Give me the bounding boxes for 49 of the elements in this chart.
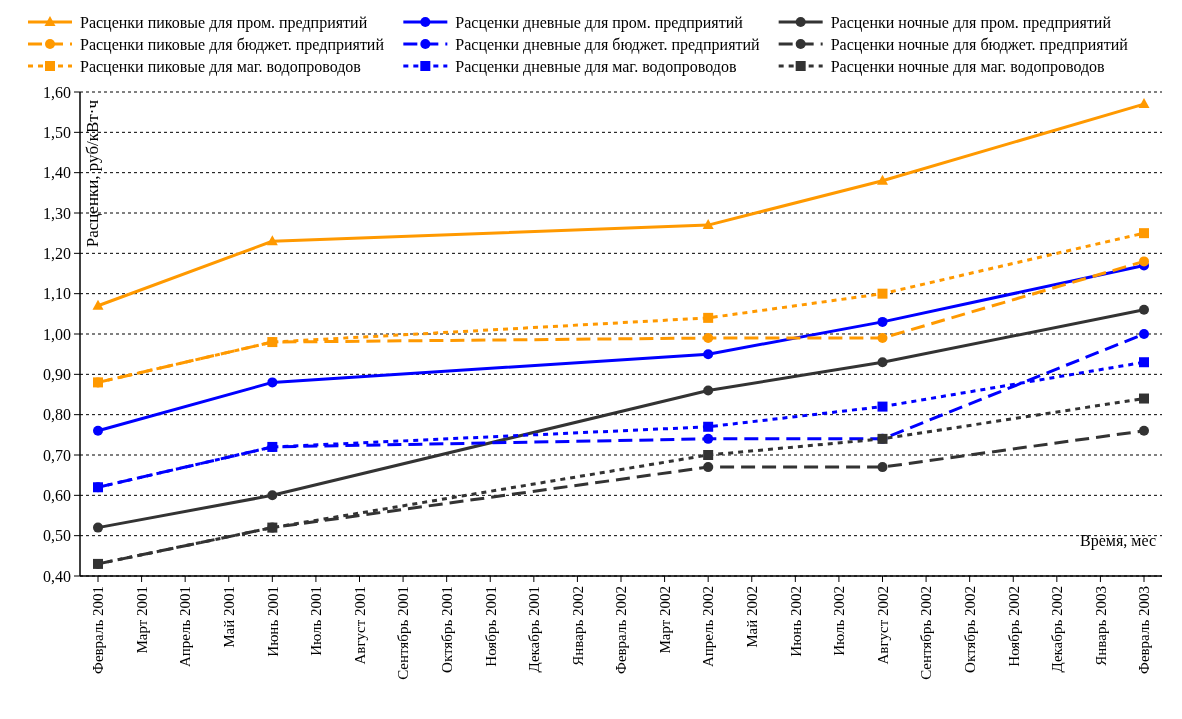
x-tick-label: Май 2001 (221, 586, 237, 648)
y-tick-label: 0,90 (43, 365, 71, 383)
x-tick-label: Июль 2001 (308, 586, 325, 656)
legend-label: Расценки дневные для маг. водопроводов (455, 57, 737, 76)
legend-label: Расценки пиковые для пром. предприятий (80, 13, 368, 32)
y-tick-label: 1,50 (43, 123, 71, 141)
y-tick-label: 1,20 (43, 244, 71, 262)
x-tick-label: Ноябрь 2002 (1005, 586, 1022, 667)
x-tick-label: Сентябрь 2001 (395, 586, 412, 680)
legend-label: Расценки ночные для пром. предприятий (830, 13, 1112, 32)
x-tick-label: Февраль 2001 (90, 586, 107, 674)
x-tick-label: Январь 2002 (569, 586, 586, 666)
x-tick-label: Август 2001 (351, 586, 368, 665)
legend-label: Расценки ночные для маг. водопроводов (830, 57, 1106, 76)
y-tick-label: 1,30 (43, 204, 71, 222)
y-tick-label: 0,60 (43, 486, 71, 504)
x-tick-label: Март 2002 (656, 586, 673, 654)
x-tick-label: Сентябрь 2002 (918, 586, 935, 680)
y-axis-title: Расценки, руб/кВт·ч (83, 99, 102, 248)
x-tick-label: Февраль 2002 (613, 586, 630, 674)
x-tick-label: Январь 2003 (1092, 586, 1109, 666)
y-tick-label: 1,00 (43, 325, 71, 343)
y-tick-label: 0,70 (43, 446, 71, 464)
y-tick-label: 1,10 (43, 285, 71, 303)
x-tick-label: Ноябрь 2001 (482, 586, 499, 667)
x-tick-label: Май 2002 (744, 586, 760, 648)
y-tick-label: 0,80 (43, 406, 71, 424)
legend-label: Расценки пиковые для бюджет. предприятий (80, 35, 385, 54)
legend-label: Расценки дневные для пром. предприятий (455, 13, 744, 32)
y-tick-label: 0,40 (43, 567, 71, 585)
legend-label: Расценки дневные для бюджет. предприятий (455, 35, 761, 54)
x-tick-label: Декабрь 2001 (526, 586, 543, 673)
x-tick-label: Октябрь 2002 (961, 586, 978, 673)
x-tick-label: Апрель 2001 (177, 586, 194, 668)
y-tick-label: 1,40 (43, 164, 71, 182)
x-tick-label: Февраль 2003 (1136, 586, 1153, 674)
x-tick-label: Август 2002 (874, 586, 891, 665)
x-tick-label: Апрель 2002 (700, 586, 717, 668)
x-axis-title: Время, мес (1080, 532, 1156, 550)
x-tick-label: Октябрь 2001 (438, 586, 455, 673)
x-tick-label: Июль 2002 (831, 586, 848, 656)
x-tick-label: Июнь 2002 (787, 586, 804, 657)
y-tick-label: 0,50 (43, 527, 71, 545)
legend-label: Расценки ночные для бюджет. предприятий (830, 35, 1129, 54)
x-tick-label: Июнь 2001 (264, 586, 281, 657)
y-tick-label: 1,60 (43, 83, 71, 101)
x-tick-label: Декабрь 2002 (1049, 586, 1066, 673)
x-tick-label: Март 2001 (133, 586, 150, 654)
legend-label: Расценки пиковые для маг. водопроводов (80, 57, 362, 76)
